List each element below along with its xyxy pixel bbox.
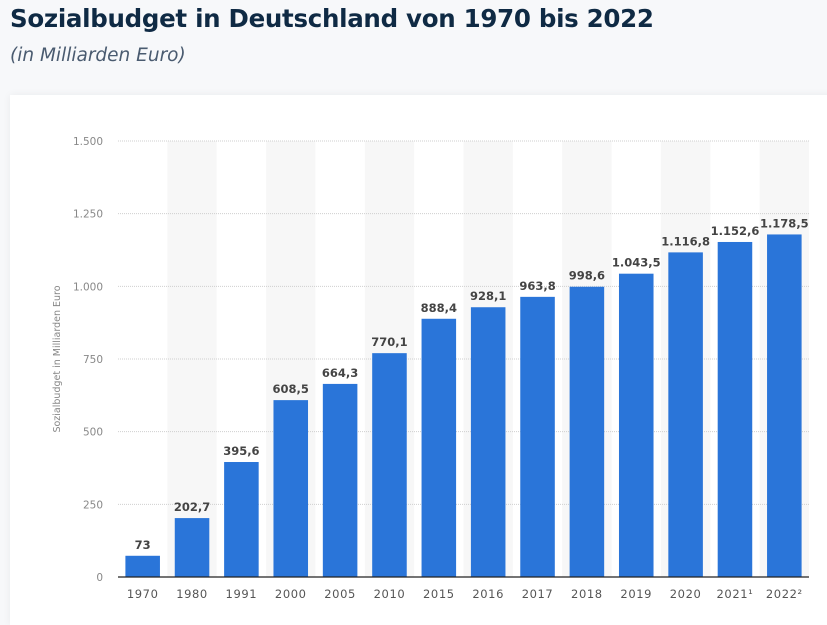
data-label: 963,8 [519,279,555,293]
y-tick-label: 1.250 [73,209,103,221]
data-label: 1.152,6 [711,224,760,238]
y-tick-label: 0 [96,572,103,584]
data-label: 888,4 [421,301,457,315]
x-tick-label: 2021¹ [717,587,754,601]
x-axis-ticks: 1970 1980 1991 2000 2005 2010 2015 2016 2017 2018… [127,587,803,601]
data-label: 1.178,5 [760,216,809,230]
data-label: 608,5 [273,382,309,396]
bar [224,462,259,577]
y-tick-label: 250 [83,499,103,511]
bar-chart: 0 250 500 750 1.000 1.250 1.500 73 202,7 395,6 60… [52,136,809,601]
x-tick-label: 2005 [324,587,356,601]
bar [569,286,605,577]
bars [125,234,802,577]
data-labels: 73 202,7 395,6 608,5 664,3 770,1 888,4 928,1 963… [135,216,809,551]
bar [668,252,703,577]
y-tick-label: 500 [83,427,103,439]
x-tick-label: 1991 [226,587,258,601]
bar [470,307,506,577]
data-label: 664,3 [322,366,358,380]
x-tick-label: 2016 [472,587,504,601]
data-label: 998,6 [569,269,605,283]
bar [174,518,210,577]
bar [322,383,358,577]
x-tick-label: 1980 [176,587,208,601]
bar [767,234,802,577]
bar [618,273,654,577]
data-label: 1.116,8 [661,234,710,248]
data-label: 395,6 [223,444,259,458]
x-tick-label: 2010 [374,587,406,601]
x-tick-label: 2017 [522,587,554,601]
bar [421,318,457,577]
chart-subtitle: (in Milliarden Euro) [10,45,186,66]
bar [520,296,555,577]
chart-title: Sozialbudget in Deutschland von 1970 bis… [10,4,654,33]
data-label: 770,1 [371,335,407,349]
x-tick-label: 2022² [766,587,803,601]
y-axis-label: Sozialbudget in Milliarden Euro [52,285,63,432]
x-tick-label: 2019 [620,587,652,601]
x-tick-label: 2015 [423,587,455,601]
data-label: 202,7 [174,500,210,514]
x-tick-label: 2000 [275,587,307,601]
y-tick-label: 750 [83,354,103,366]
data-label: 73 [135,538,151,552]
y-tick-label: 1.500 [73,136,103,148]
data-label: 928,1 [470,289,506,303]
data-label: 1.043,5 [612,256,661,270]
bar [125,555,160,577]
x-tick-label: 1970 [127,587,159,601]
bar [717,241,753,577]
x-tick-label: 2018 [571,587,603,601]
x-tick-label: 2020 [670,587,702,601]
y-axis-ticks: 0 250 500 750 1.000 1.250 1.500 [73,136,103,584]
bar [372,353,407,577]
y-tick-label: 1.000 [73,281,103,293]
bar [273,400,309,577]
